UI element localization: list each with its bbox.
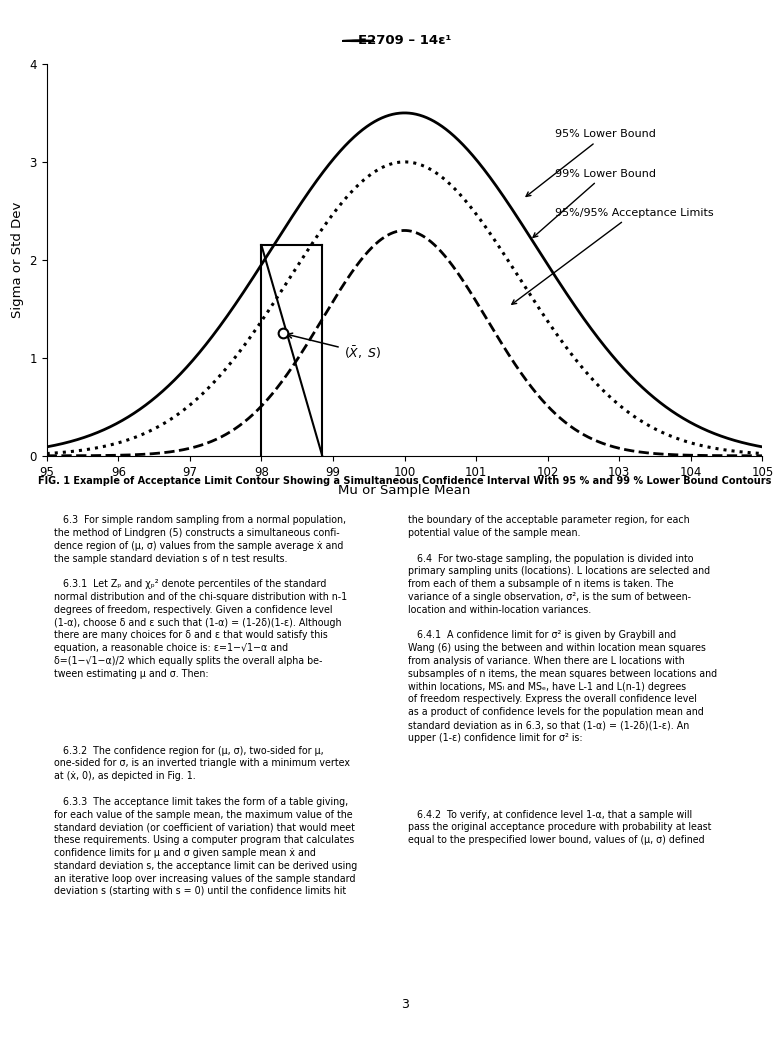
Text: 95%/95% Acceptance Limits: 95%/95% Acceptance Limits [512,208,713,304]
Text: FIG. 1 Example of Acceptance Limit Contour Showing a Simultaneous Confidence Int: FIG. 1 Example of Acceptance Limit Conto… [38,476,771,486]
Text: 3: 3 [401,998,408,1011]
X-axis label: Mu or Sample Mean: Mu or Sample Mean [338,484,471,497]
Text: $(\bar{X},\ S)$: $(\bar{X},\ S)$ [287,333,381,361]
Text: the boundary of the acceptable parameter region, for each
potential value of the: the boundary of the acceptable parameter… [408,515,717,845]
Text: 95% Lower Bound: 95% Lower Bound [526,129,656,197]
Text: E2709 – 14ε¹: E2709 – 14ε¹ [358,34,451,47]
Y-axis label: Sigma or Std Dev: Sigma or Std Dev [11,202,24,319]
Text: 6.3  For simple random sampling from a normal population,
the method of Lindgren: 6.3 For simple random sampling from a no… [54,515,357,896]
Text: 99% Lower Bound: 99% Lower Bound [533,169,656,237]
